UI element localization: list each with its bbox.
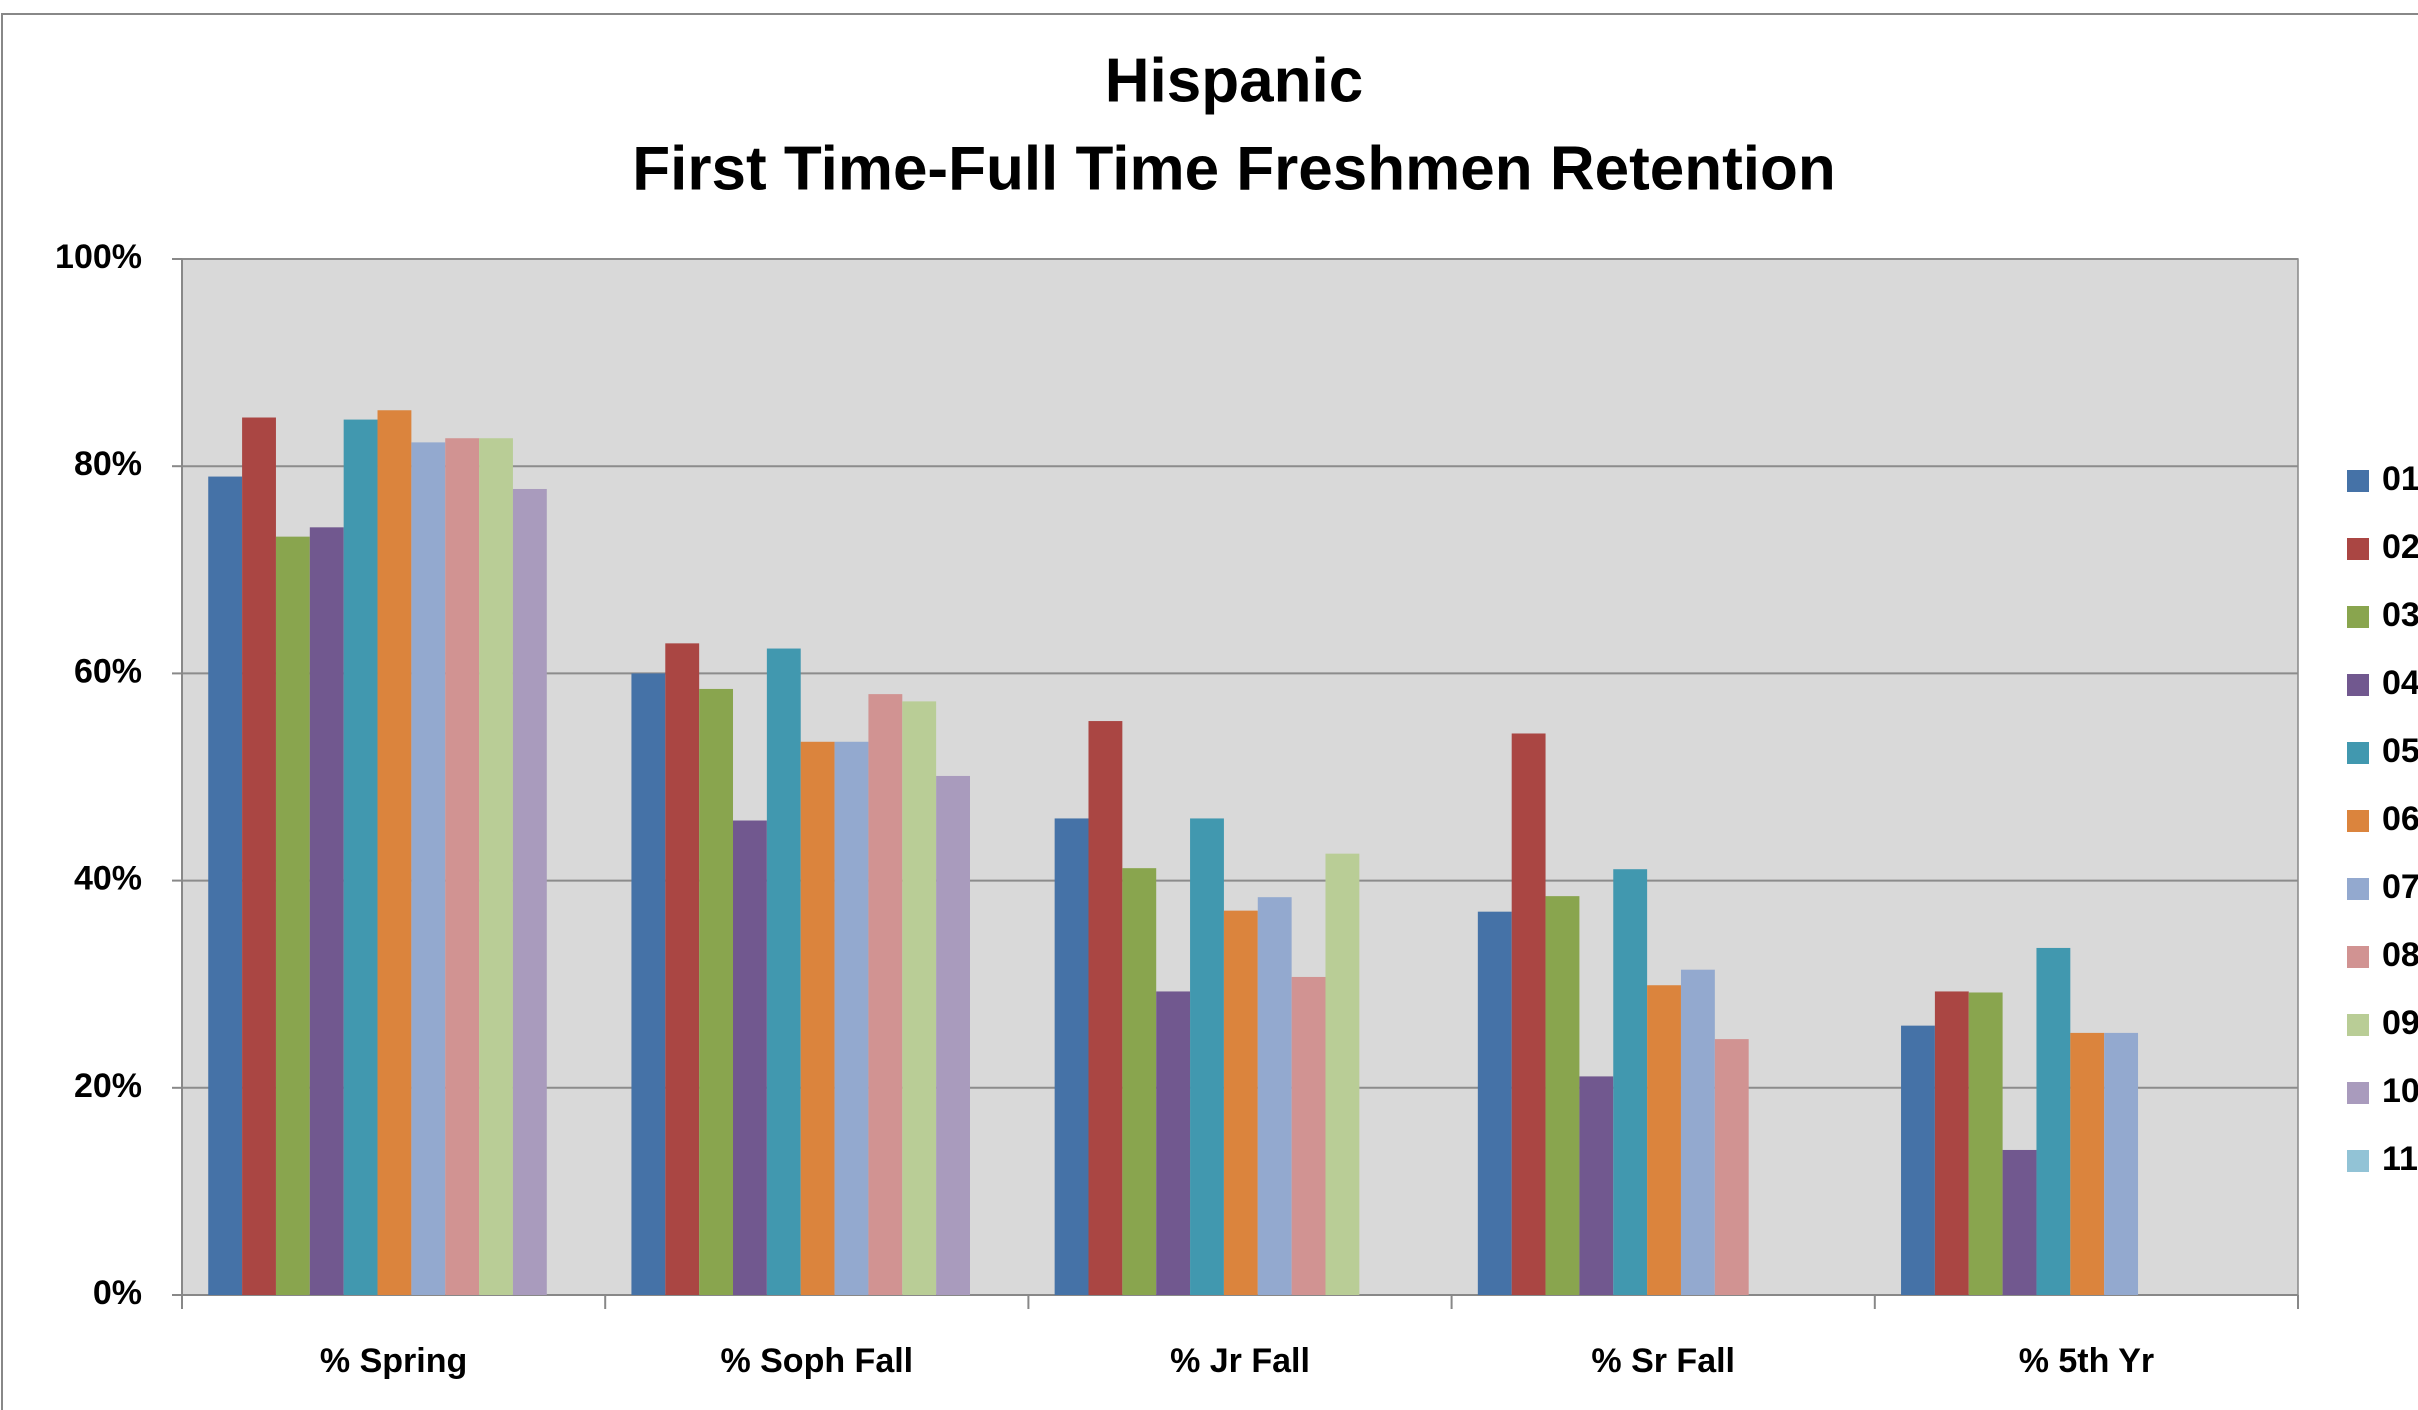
- bar: [1257, 897, 1292, 1295]
- bar: [699, 688, 734, 1295]
- bar: [1223, 910, 1258, 1295]
- chart-subtitle: First Time-Full Time Freshmen Retention: [632, 134, 1835, 203]
- bar: [2036, 947, 2071, 1295]
- bar: [479, 438, 513, 1295]
- bar: [936, 775, 970, 1295]
- legend-label: 08: [2382, 936, 2418, 974]
- legend-swatch: [2347, 538, 2369, 560]
- y-tick-label: 40%: [74, 860, 142, 898]
- bar: [1545, 896, 1580, 1295]
- legend-swatch: [2347, 810, 2369, 832]
- legend-swatch: [2347, 606, 2369, 628]
- bar: [1477, 911, 1512, 1295]
- bar: [2002, 1149, 2037, 1295]
- legend-swatch: [2347, 1014, 2369, 1036]
- legend-swatch: [2347, 946, 2369, 968]
- bar: [834, 741, 869, 1295]
- bar: [1156, 991, 1191, 1295]
- legend-label: 06: [2382, 800, 2418, 838]
- bar: [1613, 869, 1648, 1295]
- bar: [512, 488, 547, 1295]
- legend-label: 01: [2382, 460, 2418, 498]
- bar: [445, 438, 480, 1295]
- bar: [242, 417, 276, 1295]
- legend-swatch: [2347, 674, 2369, 696]
- legend-label: 04: [2382, 664, 2418, 702]
- bar: [1054, 818, 1089, 1295]
- bar: [1325, 853, 1360, 1295]
- bar: [1088, 721, 1123, 1295]
- bar: [2070, 1032, 2105, 1295]
- bar: [2104, 1032, 2139, 1295]
- x-tick-label: % Spring: [320, 1342, 467, 1380]
- legend-label: 11: [2382, 1140, 2418, 1178]
- bar: [1680, 969, 1715, 1295]
- bar: [275, 536, 310, 1295]
- y-tick-label: 60%: [74, 652, 142, 690]
- x-tick-label: % 5th Yr: [2019, 1342, 2154, 1380]
- legend-label: 10: [2382, 1072, 2418, 1110]
- bar: [1968, 992, 2003, 1295]
- y-tick-label: 100%: [55, 238, 142, 276]
- legend-swatch: [2347, 1150, 2369, 1172]
- bar: [1647, 985, 1681, 1295]
- bar: [868, 694, 903, 1295]
- legend-label: 02: [2382, 528, 2418, 566]
- x-tick-label: % Soph Fall: [720, 1342, 913, 1380]
- bar: [1122, 868, 1157, 1295]
- legend-label: 07: [2382, 868, 2418, 906]
- x-tick-label: % Jr Fall: [1170, 1342, 1310, 1380]
- legend-label: 05: [2382, 732, 2418, 770]
- bar: [411, 442, 446, 1295]
- bar: [1511, 733, 1546, 1295]
- bar: [665, 643, 700, 1295]
- bar: [766, 648, 801, 1295]
- x-tick-label: % Sr Fall: [1591, 1342, 1735, 1380]
- chart-title: Hispanic: [1105, 46, 1363, 115]
- bar: [1291, 976, 1326, 1295]
- bar: [208, 476, 243, 1295]
- legend-swatch: [2347, 470, 2369, 492]
- bar: [377, 410, 412, 1296]
- bar: [343, 419, 378, 1296]
- y-tick-label: 0%: [93, 1274, 142, 1312]
- bar: [1190, 818, 1224, 1295]
- legend-label: 09: [2382, 1004, 2418, 1042]
- legend-label: 03: [2382, 596, 2418, 634]
- bar: [1934, 991, 1969, 1295]
- y-tick-label: 20%: [74, 1067, 142, 1105]
- legend-swatch: [2347, 1082, 2369, 1104]
- bar: [800, 741, 835, 1295]
- bar: [902, 701, 937, 1295]
- bar: [1579, 1076, 1614, 1295]
- legend-swatch: [2347, 742, 2369, 764]
- bar: [733, 820, 767, 1295]
- bar: [631, 673, 666, 1295]
- legend-swatch: [2347, 878, 2369, 900]
- y-tick-label: 80%: [74, 445, 142, 483]
- bar: [1901, 1025, 1935, 1295]
- bar: [1714, 1039, 1749, 1295]
- bar: [309, 527, 344, 1295]
